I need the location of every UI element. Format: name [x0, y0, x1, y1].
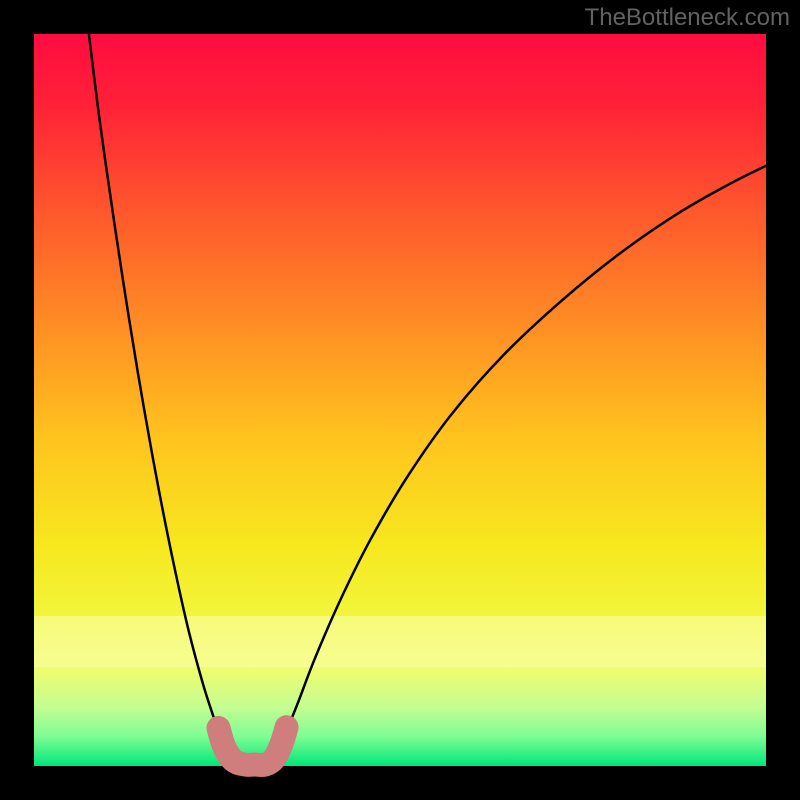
highlight-band	[34, 616, 766, 667]
bottleneck-chart	[0, 0, 800, 800]
watermark-text: TheBottleneck.com	[585, 4, 790, 32]
